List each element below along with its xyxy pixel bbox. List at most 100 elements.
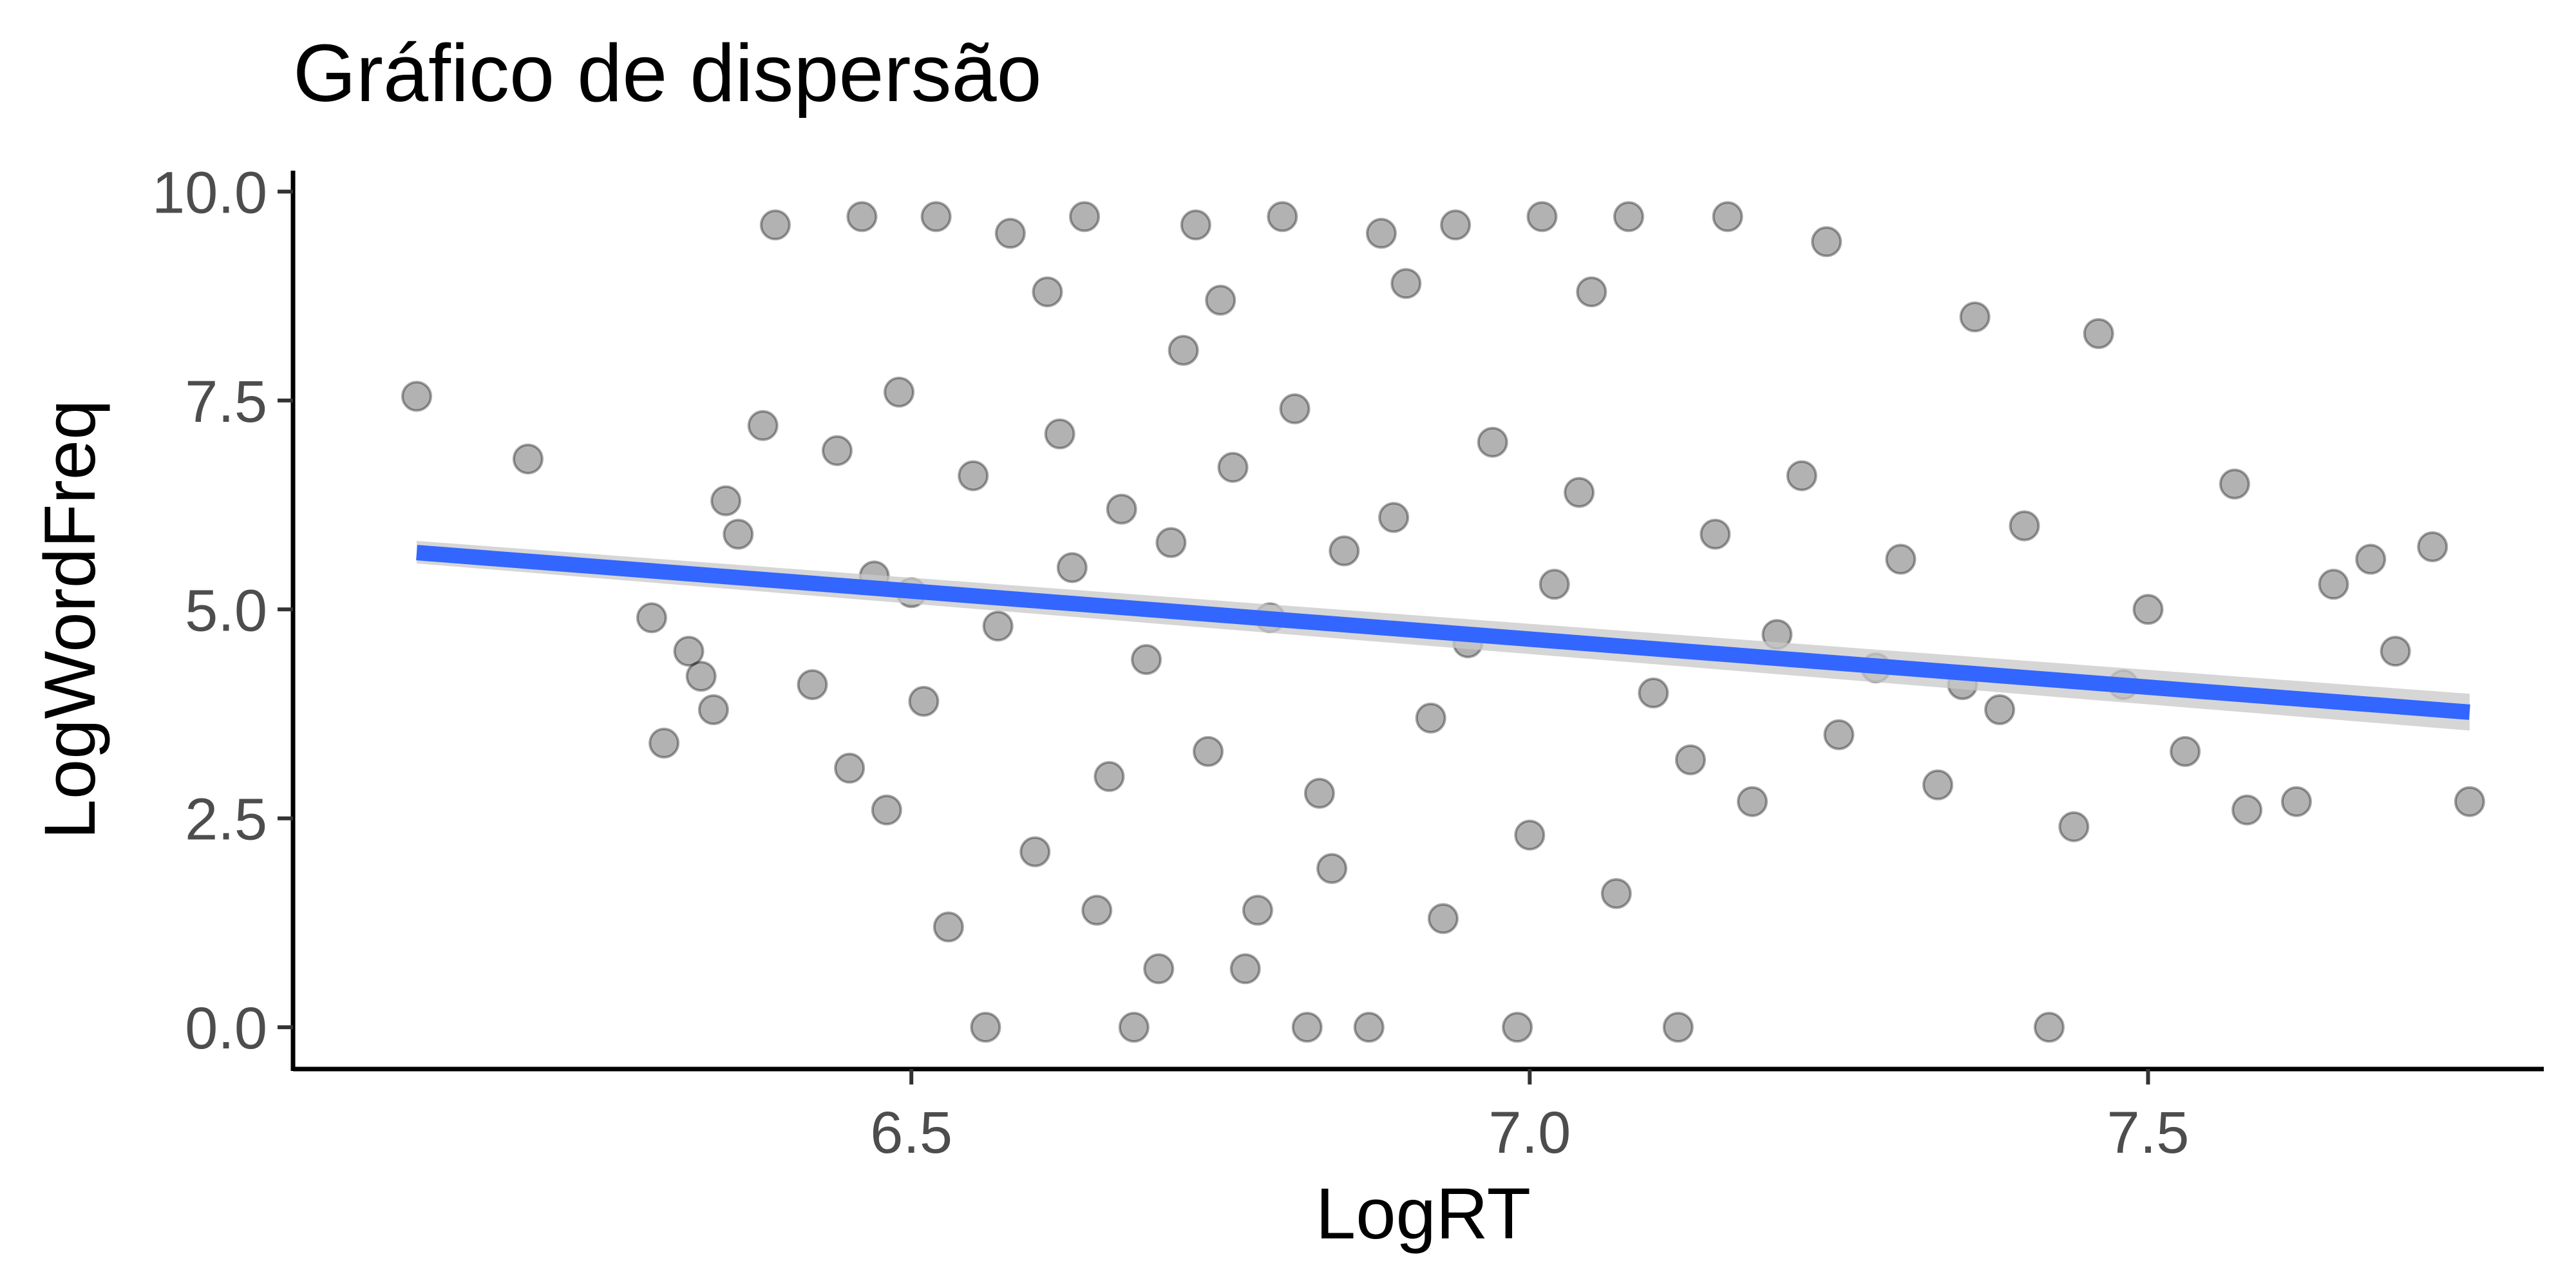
- data-point: [1242, 895, 1273, 926]
- data-point: [834, 752, 866, 784]
- data-point: [673, 636, 705, 667]
- data-point: [994, 218, 1026, 249]
- data-point: [1675, 744, 1706, 775]
- data-point: [1576, 276, 1607, 308]
- data-point: [1329, 535, 1360, 567]
- data-point: [1712, 201, 1743, 232]
- data-point: [821, 435, 853, 466]
- data-point: [1638, 677, 1669, 708]
- data-point: [2058, 811, 2090, 842]
- data-point: [846, 201, 878, 232]
- data-point: [649, 727, 680, 759]
- data-point: [723, 518, 754, 550]
- data-point: [1056, 552, 1088, 583]
- data-point: [747, 410, 779, 441]
- data-point: [1700, 518, 1731, 550]
- data-point: [1106, 493, 1137, 525]
- data-point: [1662, 1012, 1694, 1043]
- data-point: [1526, 201, 1558, 232]
- data-point: [1081, 895, 1113, 926]
- data-point: [1044, 418, 1075, 450]
- data-point: [1094, 761, 1125, 792]
- data-point: [1415, 703, 1446, 734]
- y-axis-title: LogWordFreq: [30, 400, 110, 840]
- data-point: [1303, 777, 1335, 809]
- data-point: [2033, 1012, 2065, 1043]
- data-point: [884, 376, 914, 408]
- data-point: [1353, 1012, 1385, 1043]
- data-point: [1019, 836, 1051, 867]
- data-point: [1217, 451, 1249, 483]
- data-point: [1118, 1012, 1150, 1043]
- data-point: [1143, 953, 1175, 985]
- data-point: [1477, 426, 1508, 458]
- data-point: [1193, 735, 1224, 767]
- data-point: [1365, 218, 1397, 249]
- data-point: [958, 460, 989, 491]
- y-tick-label: 10.0: [152, 160, 267, 225]
- data-point: [2280, 786, 2312, 817]
- data-point: [636, 602, 667, 634]
- chart-title: Gráfico de dispersão: [293, 28, 1042, 118]
- data-point: [2132, 594, 2164, 625]
- data-point: [933, 911, 964, 943]
- data-point: [710, 485, 742, 516]
- data-point: [2318, 569, 2349, 600]
- axis-ticks: 6.5 7.0 7.5 0.0 2.5 5.0 7.5 10.0: [152, 160, 2190, 1166]
- data-point: [908, 686, 940, 717]
- data-point: [871, 794, 902, 826]
- data-point: [685, 661, 717, 692]
- data-point: [1885, 544, 1917, 575]
- data-point: [1737, 786, 1768, 817]
- data-point: [1600, 878, 1632, 909]
- data-point: [1032, 276, 1063, 308]
- data-point: [1229, 953, 1261, 985]
- y-tick-label: 5.0: [185, 578, 267, 643]
- data-point: [1564, 477, 1595, 508]
- x-tick-label: 7.0: [1488, 1100, 1571, 1166]
- data-point: [1514, 819, 1546, 851]
- data-point: [2231, 794, 2263, 826]
- data-point: [1267, 201, 1298, 232]
- data-point: [1180, 209, 1211, 241]
- data-point: [2355, 544, 2387, 575]
- data-point: [982, 611, 1014, 642]
- trend-line: [416, 545, 2470, 720]
- data-point: [1811, 226, 1842, 258]
- data-point: [2219, 468, 2250, 500]
- data-point: [1390, 268, 1422, 299]
- y-tick-label: 0.0: [185, 996, 267, 1061]
- points-layer: [401, 201, 2485, 1043]
- data-point: [2417, 531, 2448, 562]
- data-point: [759, 209, 791, 241]
- data-point: [1316, 853, 1348, 884]
- data-point: [1823, 719, 1855, 750]
- data-point: [797, 669, 828, 701]
- data-point: [1427, 903, 1459, 934]
- data-point: [1069, 201, 1100, 232]
- plot-area: [401, 201, 2485, 1043]
- data-point: [1131, 644, 1162, 676]
- data-point: [1613, 201, 1644, 232]
- data-point: [2083, 318, 2114, 349]
- data-point: [1786, 460, 1817, 491]
- data-point: [1922, 769, 1953, 800]
- x-tick-label: 7.5: [2107, 1100, 2190, 1166]
- x-axis-title: LogRT: [1316, 1173, 1531, 1254]
- data-point: [1155, 527, 1187, 558]
- data-point: [1502, 1012, 1533, 1043]
- y-tick-label: 2.5: [185, 787, 267, 853]
- y-tick-label: 7.5: [185, 369, 267, 435]
- data-point: [1959, 301, 1991, 333]
- data-point: [970, 1012, 1001, 1043]
- data-point: [697, 694, 729, 725]
- x-tick-label: 6.5: [870, 1100, 952, 1166]
- data-point: [1205, 285, 1236, 316]
- data-point: [2009, 510, 2040, 542]
- data-point: [2170, 735, 2201, 767]
- data-point: [1440, 209, 1472, 241]
- data-point: [1539, 569, 1570, 600]
- data-point: [2454, 786, 2485, 817]
- data-point: [512, 443, 544, 475]
